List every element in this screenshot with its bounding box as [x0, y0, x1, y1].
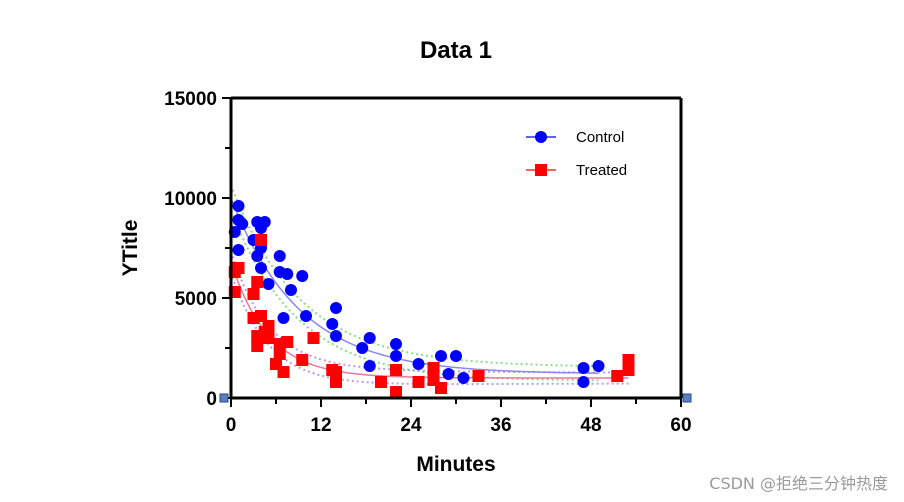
legend-item: Treated: [526, 162, 627, 179]
data-point: [390, 386, 402, 398]
data-point: [435, 350, 447, 362]
data-point: [281, 268, 294, 280]
data-point: [472, 370, 485, 382]
data-point: [262, 332, 275, 344]
watermark: CSDN @拒绝三分钟热度: [709, 474, 888, 493]
data-point: [412, 376, 425, 388]
chart-title: Data 1: [420, 37, 492, 64]
data-point: [232, 244, 245, 256]
x-tick-label: 12: [310, 415, 331, 436]
data-points: [228, 200, 635, 398]
data-point: [255, 222, 267, 234]
data-point: [427, 362, 440, 374]
legend-item: Control: [526, 129, 624, 146]
confidence-band-lower: [230, 272, 629, 386]
x-tick-label: 60: [670, 415, 691, 436]
data-point: [255, 310, 267, 322]
x-tick-label: 24: [400, 415, 422, 436]
y-axis-label: YTitle: [119, 220, 142, 277]
data-point: [251, 276, 264, 288]
data-point: [622, 354, 635, 366]
data-point: [330, 366, 342, 378]
data-point: [622, 364, 635, 376]
data-point: [296, 270, 309, 282]
data-point: [457, 372, 470, 384]
data-point: [326, 318, 339, 330]
data-point: [375, 376, 387, 388]
legend-marker: [535, 131, 547, 143]
data-point: [232, 262, 245, 274]
x-axis-end-handle: [682, 393, 692, 403]
data-point: [611, 370, 624, 382]
data-point: [251, 340, 264, 352]
x-tick-label: 36: [490, 415, 511, 436]
y-tick-label: 5000: [175, 289, 217, 310]
data-point: [307, 332, 320, 344]
x-tick-label: 0: [226, 415, 237, 436]
data-point: [450, 350, 462, 362]
legend-label: Treated: [576, 162, 627, 179]
data-point: [255, 234, 267, 246]
axes: [219, 96, 692, 407]
data-point: [232, 200, 245, 212]
data-point: [330, 376, 342, 388]
data-point: [390, 350, 402, 362]
legend: Control Treated: [526, 129, 627, 179]
x-axis-start-handle: [219, 393, 229, 403]
data-point: [435, 382, 447, 394]
y-tick-label: 15000: [164, 89, 217, 110]
data-point: [577, 376, 590, 388]
confidence-band-lower: [230, 210, 599, 382]
data-point: [592, 360, 605, 372]
data-point: [442, 368, 455, 380]
data-point: [273, 250, 286, 262]
data-point: [273, 348, 286, 360]
data-point: [247, 288, 260, 300]
legend-marker: [535, 164, 547, 176]
data-point: [330, 330, 342, 342]
data-point: [300, 310, 312, 322]
data-point: [236, 218, 249, 230]
data-point: [363, 332, 376, 344]
data-point: [296, 354, 309, 366]
data-point: [363, 360, 376, 372]
data-point: [412, 358, 425, 370]
data-point: [277, 366, 290, 378]
fit-curve: [230, 261, 629, 379]
y-tick-label: 0: [206, 389, 217, 410]
data-point: [330, 302, 342, 314]
y-tick-label: 10000: [164, 189, 217, 210]
data-point: [281, 336, 294, 348]
legend-label: Control: [576, 129, 624, 146]
data-point: [356, 342, 369, 354]
data-point: [390, 364, 402, 376]
data-point: [390, 338, 402, 350]
tick-labels: 0 12 24 36 48 60 0 5000 10000 15000: [164, 89, 691, 436]
x-axis-label: Minutes: [416, 453, 495, 476]
confidence-band-upper: [230, 184, 599, 368]
data-point: [255, 262, 267, 274]
x-tick-label: 48: [580, 415, 601, 436]
data-point: [577, 362, 590, 374]
data-point: [262, 278, 275, 290]
data-point: [277, 312, 290, 324]
data-point: [285, 284, 297, 296]
